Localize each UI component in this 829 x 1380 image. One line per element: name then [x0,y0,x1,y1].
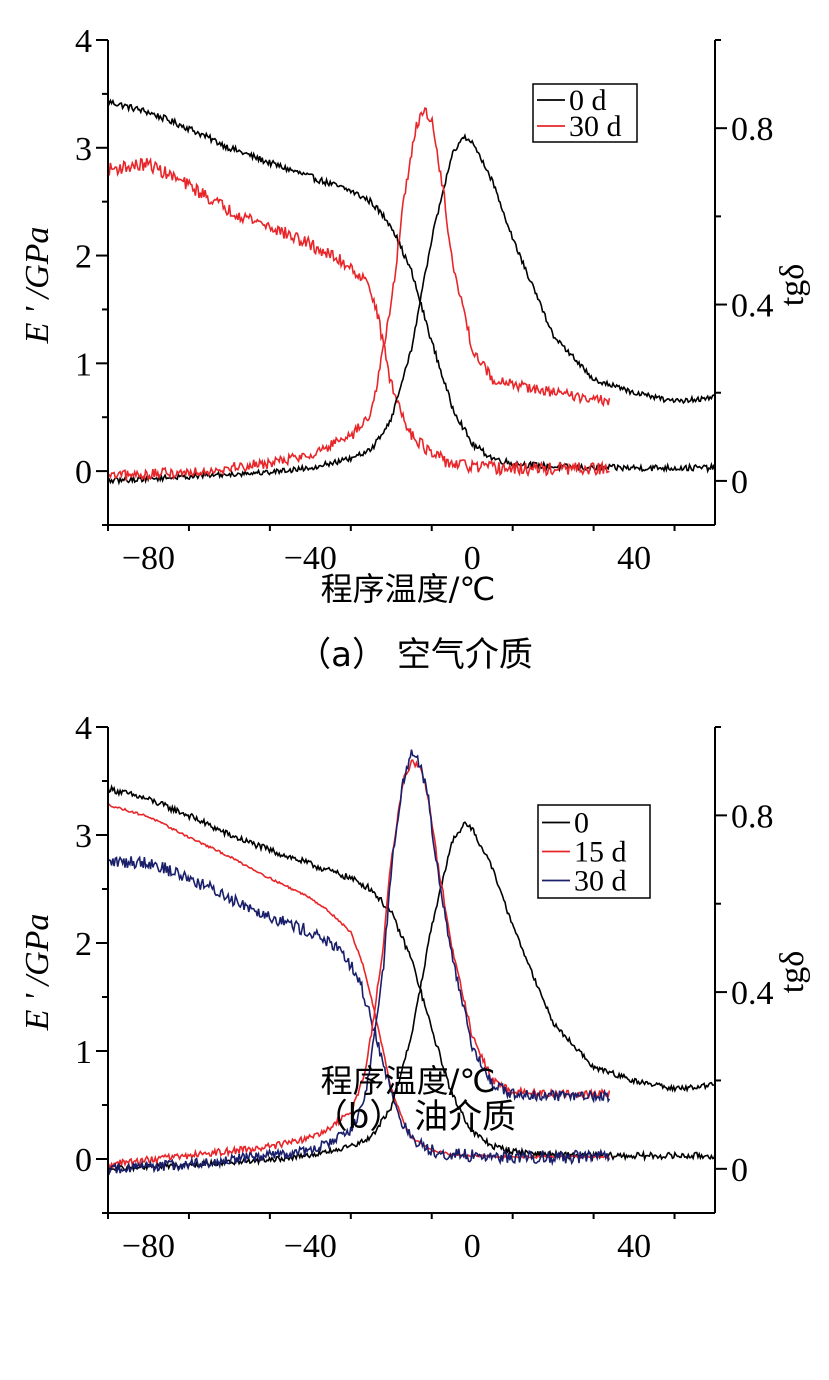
legend-entry-label: 0 [574,807,589,840]
left-y-tick-label: 4 [75,23,92,60]
panel-caption: （b） 油介质 [314,1097,516,1137]
legend: 0 d30 d [532,83,638,143]
legend-entry-label: 0 d [569,84,607,117]
right-axis-label: tgδ [774,264,811,306]
right-y-tick-label: 0 [731,464,748,501]
curves [107,749,716,1177]
left-axis-label: E ' /GPa [19,914,56,1032]
series-line-0d-left [107,98,716,474]
left-y-tick-label: 3 [75,131,92,168]
left-y-tick-label: 2 [75,926,92,963]
series-line-0d-right [107,133,716,486]
legend-entry-label: 15 d [574,836,627,869]
right-y-tick-label: 0 [731,1152,748,1189]
x-tick-label: −40 [284,1228,337,1265]
series-line-30d-right [107,107,611,482]
right-axis-label: tgδ [774,951,811,993]
series-line-30d-left [107,855,611,1167]
x-tick-label: 0 [464,540,481,577]
x-tick-label: −80 [122,540,175,577]
left-y-tick-label: 1 [75,346,92,383]
x-axis-label: 程序温度/℃ [321,570,496,608]
left-axis-label: E ' /GPa [19,227,56,345]
panel-caption: （a） 空气介质 [297,635,533,675]
series-line-30d-right [107,749,611,1177]
x-tick-label: 40 [617,540,651,577]
x-tick-label: −80 [122,1228,175,1265]
left-y-tick-label: 2 [75,239,92,276]
series-line-0-left [107,784,716,1163]
x-tick-label: 0 [464,1228,481,1265]
right-y-tick-label: 0.8 [731,111,774,148]
right-y-tick-label: 0.8 [731,798,774,835]
curves [107,98,716,486]
left-y-tick-label: 0 [75,1142,92,1179]
legend: 015 d30 d [537,804,651,899]
left-y-tick-label: 3 [75,818,92,855]
left-y-tick-label: 4 [75,710,92,747]
left-y-tick-label: 1 [75,1034,92,1071]
x-axis-label: 程序温度/℃ [321,1062,496,1100]
legend-entry-label: 30 d [574,865,627,898]
x-tick-label: −40 [284,540,337,577]
series-line-30d-left [107,157,610,478]
left-y-tick-label: 0 [75,454,92,491]
legend-box [532,83,638,143]
x-tick-label: 40 [617,1228,651,1265]
legend-entry-label: 30 d [569,110,622,143]
right-y-tick-label: 0.4 [731,288,774,325]
right-y-tick-label: 0.4 [731,975,774,1012]
